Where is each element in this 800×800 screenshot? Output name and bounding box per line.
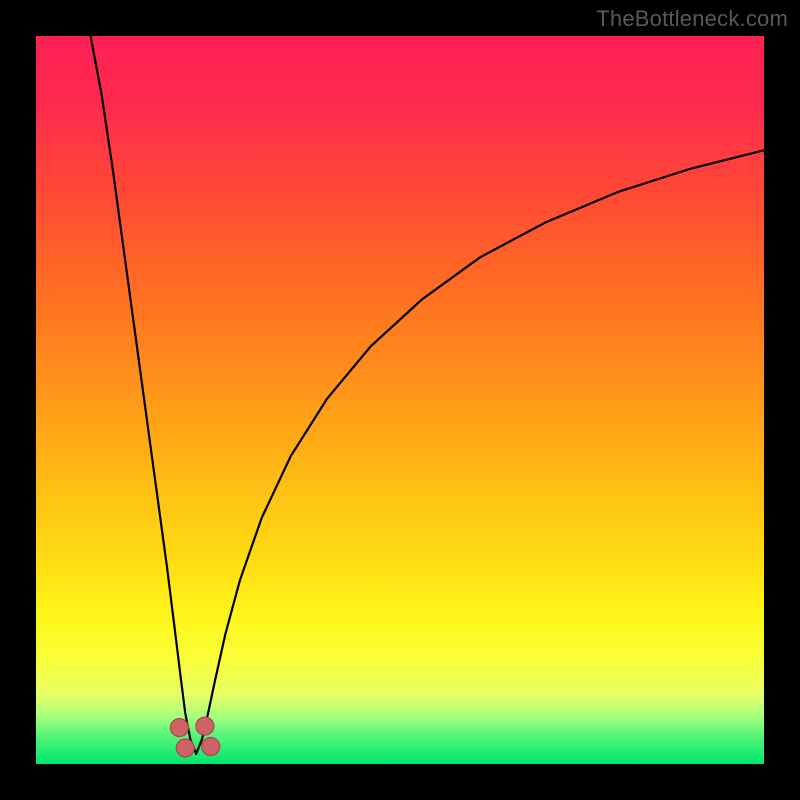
marker-dot-2 (196, 717, 214, 735)
bottleneck-chart (0, 0, 800, 800)
chart-stage: TheBottleneck.com (0, 0, 800, 800)
marker-dot-0 (170, 719, 188, 737)
marker-dot-3 (202, 738, 220, 756)
watermark-text: TheBottleneck.com (596, 6, 788, 32)
marker-dot-1 (176, 739, 194, 757)
